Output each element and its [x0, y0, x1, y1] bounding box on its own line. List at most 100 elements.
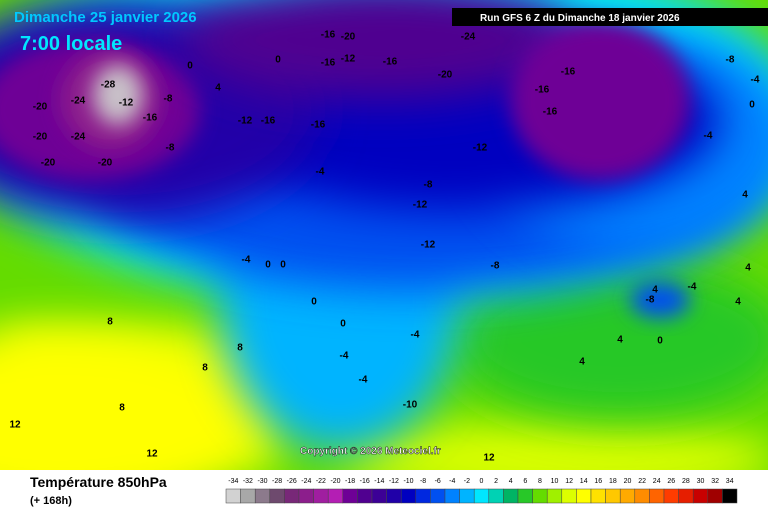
- copyright: Copyright © 2026 Meteociel.fr: [300, 446, 441, 457]
- contour-label: -4: [359, 375, 368, 386]
- scale-label: 2: [494, 478, 498, 485]
- contour-label: -20: [33, 132, 48, 143]
- contour-label: 4: [735, 297, 741, 308]
- contour-label: 0: [265, 260, 271, 271]
- contour-label: -4: [704, 131, 713, 142]
- scale-label: 14: [580, 478, 588, 485]
- contour-label: -12: [421, 240, 436, 251]
- contour-label: 4: [652, 285, 658, 296]
- scale-label: 30: [697, 478, 705, 485]
- scale-label: 16: [594, 478, 602, 485]
- contour-label: 4: [617, 335, 623, 346]
- scale-label: -26: [287, 478, 297, 485]
- contour-label: -24: [71, 132, 86, 143]
- scale-label: -22: [316, 478, 326, 485]
- scale-swatch: [371, 488, 387, 504]
- scale-swatch: [561, 488, 577, 504]
- scale-label: -8: [420, 478, 426, 485]
- scale-swatch: [488, 488, 504, 504]
- contour-label: -20: [341, 32, 356, 43]
- scale-swatch: [722, 488, 738, 504]
- scale-label: 28: [682, 478, 690, 485]
- contour-label: -20: [33, 102, 48, 113]
- scale-label: 18: [609, 478, 617, 485]
- contour-label: -20: [98, 158, 113, 169]
- contour-label: -8: [491, 261, 500, 272]
- scale-swatch: [269, 488, 285, 504]
- contour-label: -16: [321, 30, 336, 41]
- map-labels: -20 -24 -12 -20 -24 -20 -20 -28 -16 -8 -8 0 -12 -16 -1…: [9, 30, 759, 464]
- scale-swatch: [327, 488, 344, 504]
- contour-label: 0: [280, 260, 286, 271]
- scale-swatch: [386, 488, 402, 504]
- contour-label: -16: [543, 107, 558, 118]
- scale-swatch: [298, 488, 314, 504]
- contour-label: 0: [657, 336, 663, 347]
- contour-label: -10: [403, 400, 418, 411]
- scale-label: -30: [257, 478, 267, 485]
- scale-swatch: [707, 488, 723, 504]
- contour-label: -4: [411, 330, 420, 341]
- scale-swatch: [342, 488, 358, 504]
- contour-label: 12: [9, 420, 21, 431]
- contour-label: 4: [579, 357, 585, 368]
- contour-label: -12: [238, 116, 253, 127]
- contour-label: 8: [119, 403, 125, 414]
- scale-swatch: [459, 488, 475, 504]
- contour-label: 8: [202, 363, 208, 374]
- contour-label: -8: [646, 295, 655, 306]
- scale-label: 20: [624, 478, 632, 485]
- contour-label: -16: [561, 67, 576, 78]
- contour-label: -24: [461, 32, 476, 43]
- contour-label: -16: [143, 113, 158, 124]
- scale-label: -4: [449, 478, 455, 485]
- contour-label: -12: [341, 54, 356, 65]
- run-banner: [452, 8, 768, 26]
- scale-swatch: [503, 488, 519, 504]
- color-scale: -34 -32 -30 -28 -26 -24 -22 -20 -18 -16 -14 -12 -10-…: [225, 478, 738, 504]
- scale-label: 34: [726, 478, 734, 485]
- scale-swatch: [576, 488, 592, 504]
- scale-swatch: [692, 488, 709, 504]
- scale-swatch: [284, 488, 300, 504]
- contour-label: -20: [41, 158, 56, 169]
- scale-swatch: [634, 488, 650, 504]
- scale-label: 10: [551, 478, 559, 485]
- contour-label: 8: [107, 317, 113, 328]
- scale-label: -34: [228, 478, 238, 485]
- date-label: Dimanche 25 janvier 2026: [14, 9, 197, 26]
- contour-label: -4: [242, 255, 251, 266]
- run-label: Run GFS 6 Z du Dimanche 18 janvier 2026: [480, 13, 680, 24]
- contour-label: 12: [483, 453, 495, 464]
- contour-label: 0: [749, 100, 755, 111]
- time-label: 7:00 locale: [20, 33, 122, 55]
- scale-swatch: [240, 488, 256, 504]
- scale-swatch: [400, 488, 417, 504]
- scale-label: -20: [330, 478, 340, 485]
- contour-label: -24: [71, 96, 86, 107]
- contour-label: 4: [745, 263, 751, 274]
- contour-label: -16: [383, 57, 398, 68]
- contour-label: -16: [321, 58, 336, 69]
- scale-swatch: [430, 488, 446, 504]
- scale-label: 32: [711, 478, 719, 485]
- contour-label: 0: [275, 55, 281, 66]
- scale-label: -10: [403, 478, 413, 485]
- contour-label: 4: [742, 190, 748, 201]
- scale-swatch: [444, 488, 460, 504]
- contour-label: -8: [166, 143, 175, 154]
- scale-swatch: [605, 488, 621, 504]
- contour-label: -8: [164, 94, 173, 105]
- contour-label: -4: [316, 167, 325, 178]
- contour-label: -16: [311, 120, 326, 131]
- contour-label: -28: [101, 80, 116, 91]
- contour-label: -4: [340, 351, 349, 362]
- scale-label: -12: [389, 478, 399, 485]
- scale-swatch: [517, 488, 533, 504]
- contour-label: -16: [261, 116, 276, 127]
- scale-swatch: [532, 488, 548, 504]
- scale-label: 6: [523, 478, 527, 485]
- contour-label: 0: [187, 61, 193, 72]
- contour-label: -4: [688, 282, 697, 293]
- contour-label: 8: [237, 343, 243, 354]
